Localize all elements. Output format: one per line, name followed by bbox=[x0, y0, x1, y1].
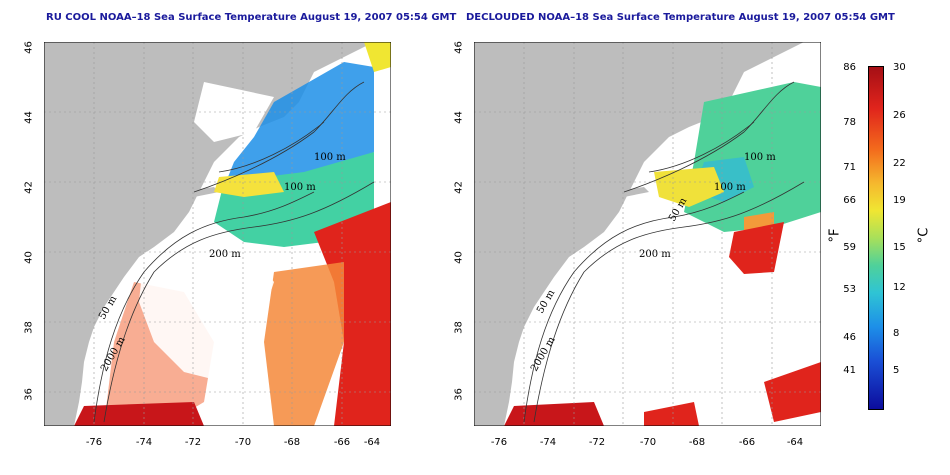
grid-lines bbox=[44, 42, 391, 426]
contour-label-200m: 200 m bbox=[639, 249, 671, 260]
bathymetry-contours bbox=[523, 81, 805, 423]
land-mass bbox=[44, 42, 374, 426]
sst-cyan-north-patch bbox=[364, 42, 391, 72]
island-ll bbox=[622, 187, 649, 197]
celsius-unit-label: °C bbox=[916, 227, 932, 244]
fahrenheit-tick: 86 bbox=[843, 62, 856, 73]
lon-tick: -74 bbox=[539, 437, 557, 448]
lon-tick: -76 bbox=[85, 437, 103, 448]
lat-tick: 40 bbox=[23, 251, 35, 264]
lat-tick: 44 bbox=[23, 111, 35, 124]
lon-tick: -70 bbox=[234, 437, 252, 448]
fahrenheit-tick: 78 bbox=[843, 117, 856, 128]
lon-tick: -64 bbox=[363, 437, 381, 448]
temperature-colorbar bbox=[868, 66, 884, 410]
lat-tick: 38 bbox=[23, 321, 35, 334]
fahrenheit-tick: 41 bbox=[843, 365, 856, 376]
lon-tick: -76 bbox=[490, 437, 508, 448]
right-sst-map: 100 m 100 m 50 m 200 m 50 m 2000 m bbox=[474, 42, 821, 426]
lon-tick: -70 bbox=[639, 437, 657, 448]
contour-label-100m-a: 100 m bbox=[314, 152, 346, 163]
left-panel-title: RU COOL NOAA–18 Sea Surface Temperature … bbox=[46, 12, 457, 23]
celsius-tick: 12 bbox=[893, 282, 906, 293]
lon-tick: -66 bbox=[738, 437, 756, 448]
celsius-tick: 15 bbox=[893, 242, 906, 253]
celsius-tick: 26 bbox=[893, 110, 906, 121]
fahrenheit-tick: 46 bbox=[843, 332, 856, 343]
lat-tick: 40 bbox=[453, 251, 465, 264]
lat-tick: 36 bbox=[23, 388, 35, 401]
fahrenheit-tick: 71 bbox=[843, 162, 856, 173]
contour-label-100m-b: 100 m bbox=[284, 182, 316, 193]
cloud-region bbox=[139, 242, 274, 382]
lat-tick: 36 bbox=[453, 388, 465, 401]
lon-tick: -66 bbox=[333, 437, 351, 448]
lat-tick: 42 bbox=[23, 181, 35, 194]
lon-tick: -64 bbox=[786, 437, 804, 448]
left-map-svg: 100 m 100 m 200 m 50 m 2000 m bbox=[44, 42, 391, 426]
celsius-tick: 22 bbox=[893, 158, 906, 169]
lon-tick: -72 bbox=[588, 437, 606, 448]
sst-yellow bbox=[654, 167, 724, 207]
lon-tick: -68 bbox=[283, 437, 301, 448]
sst-red-se bbox=[764, 362, 821, 422]
sst-green bbox=[214, 152, 374, 247]
celsius-tick: 8 bbox=[893, 328, 900, 339]
lat-tick: 42 bbox=[453, 181, 465, 194]
fahrenheit-unit-label: °F bbox=[827, 228, 843, 243]
lon-tick: -74 bbox=[135, 437, 153, 448]
lat-tick: 46 bbox=[23, 41, 35, 54]
island-ll bbox=[192, 187, 219, 197]
land-mass bbox=[474, 42, 804, 426]
right-panel-title: DECLOUDED NOAA–18 Sea Surface Temperatur… bbox=[466, 12, 895, 23]
lat-tick: 46 bbox=[453, 41, 465, 54]
fahrenheit-tick: 53 bbox=[843, 284, 856, 295]
lat-tick: 38 bbox=[453, 321, 465, 334]
contour-label-100m-b: 100 m bbox=[714, 182, 746, 193]
fahrenheit-tick: 66 bbox=[843, 195, 856, 206]
fahrenheit-tick: 59 bbox=[843, 242, 856, 253]
sst-red-sw bbox=[504, 402, 604, 426]
celsius-tick: 5 bbox=[893, 365, 900, 376]
right-map-svg: 100 m 100 m 50 m 200 m 50 m 2000 m bbox=[474, 42, 821, 426]
lat-tick: 44 bbox=[453, 111, 465, 124]
lon-tick: -72 bbox=[184, 437, 202, 448]
sst-red-offshore bbox=[314, 202, 391, 426]
sst-red-patch bbox=[729, 222, 784, 274]
left-sst-map: 100 m 100 m 200 m 50 m 2000 m bbox=[44, 42, 391, 426]
sst-orange-edge bbox=[264, 262, 344, 426]
bathymetry-contours bbox=[93, 81, 375, 423]
sst-red-s bbox=[644, 402, 699, 426]
contour-label-200m: 200 m bbox=[209, 249, 241, 260]
lon-tick: -68 bbox=[688, 437, 706, 448]
celsius-tick: 19 bbox=[893, 195, 906, 206]
contour-label-100m-a: 100 m bbox=[744, 152, 776, 163]
grid-lines bbox=[474, 42, 821, 426]
celsius-tick: 30 bbox=[893, 62, 906, 73]
